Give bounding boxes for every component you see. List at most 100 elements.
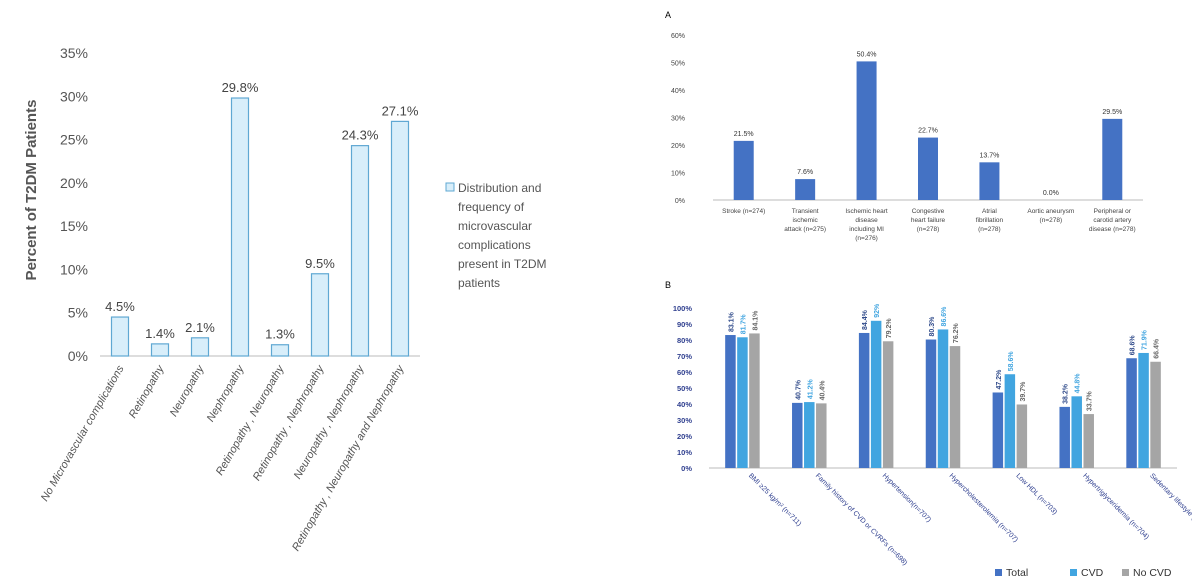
left-legend-line: patients: [458, 276, 500, 290]
left-y-tick: 20%: [60, 175, 88, 191]
chart-b-data-label: 86.6%: [941, 306, 948, 327]
chart-a-bar: [733, 140, 754, 200]
chart-a-y-tick: 0%: [675, 198, 685, 205]
chart-b-bar-total: [992, 392, 1004, 468]
chart-a-y-tick: 10%: [671, 171, 685, 178]
chart-b-y-ticks: 0% 10% 20% 30% 40% 50% 60% 70% 80% 90% 100%: [673, 304, 693, 473]
left-legend-swatch: [445, 182, 455, 192]
chart-a-data-label: 29.5%: [1102, 109, 1122, 116]
chart-b-bar-no-cvd: [1083, 414, 1094, 468]
left-x-label: Retinopathy: [127, 362, 167, 420]
chart-a-x-label: Aortic aneurysm: [1027, 208, 1074, 215]
chart-a-x-label: (n=278): [978, 226, 1001, 233]
chart-b-x-label: BMI ≥25 kg/m² (n=711): [747, 472, 802, 527]
left-bar: [350, 145, 370, 357]
chart-a-x-label: carotid artery: [1093, 217, 1132, 224]
left-bars: [110, 97, 410, 357]
chart-b-data-label: 41.2%: [807, 378, 814, 399]
chart-b-data-label: 76.2%: [953, 322, 960, 343]
left-x-label: Retinopathy , Nephropathy: [251, 362, 328, 483]
chart-b-x-label: Hypertension(n=707): [881, 472, 932, 523]
left-data-label: 9.5%: [305, 256, 335, 271]
chart-b-legend-swatch: [1070, 569, 1077, 576]
left-bar: [150, 343, 170, 357]
chart-b-y-tick: 50%: [677, 384, 692, 393]
chart-b-y-tick: 20%: [677, 432, 692, 441]
chart-b: B 0% 10% 20% 30% 40% 50% 60% 70% 80% 90% 100% 83.1…: [665, 280, 1192, 579]
chart-b-legend-swatch: [995, 569, 1002, 576]
chart-b-data-label: 84.1%: [752, 310, 759, 331]
chart-b-data-label: 92%: [874, 303, 881, 318]
chart-a-data-label: 21.5%: [734, 131, 754, 138]
left-data-labels: 4.5% 1.4% 2.1% 29.8% 1.3% 9.5% 24.3%27.1%: [105, 80, 419, 342]
chart-b-x-label: Low HDL (n=703): [1014, 472, 1058, 516]
chart-b-y-tick: 60%: [677, 368, 692, 377]
chart-b-bars: [725, 320, 1161, 468]
chart-a-x-label: Ischemic heart: [845, 208, 887, 215]
left-legend-line: microvascular: [458, 219, 532, 233]
left-y-tick: 15%: [60, 218, 88, 234]
chart-b-bar-cvd: [804, 402, 815, 468]
chart-a-y-tick: 20%: [671, 143, 685, 150]
chart-a-bar: [856, 61, 877, 201]
left-x-label: Nephropathy: [205, 362, 248, 424]
chart-a-data-label: 13.7%: [979, 152, 999, 159]
chart-b-bar-cvd: [1138, 352, 1149, 468]
chart-a-panel-label: A: [665, 10, 671, 20]
chart-b-data-label: 84.4%: [862, 309, 869, 330]
chart-left: 0% 5% 10% 15% 20% 25% 30% 35% 4.5% 1.4% 2.1% 29.8%…: [23, 45, 546, 553]
chart-b-legend-swatch: [1122, 569, 1129, 576]
chart-a-y-tick: 30%: [671, 116, 685, 123]
chart-a-x-label: Atrial: [982, 208, 997, 215]
left-data-label: 24.3%: [342, 128, 379, 143]
left-legend-line: Distribution and: [458, 181, 541, 195]
chart-b-y-tick: 90%: [677, 320, 692, 329]
chart-a-x-label: Congestive: [912, 208, 945, 215]
chart-b-panel-label: B: [665, 280, 671, 290]
left-bar: [230, 97, 250, 357]
left-data-label: 29.8%: [222, 80, 259, 95]
left-bar: [110, 316, 130, 357]
chart-a-y-tick: 40%: [671, 88, 685, 95]
chart-a-x-label: Stroke (n=274): [722, 208, 765, 215]
chart-b-bar-no-cvd: [1016, 404, 1028, 468]
chart-b-data-label: 71.9%: [1142, 329, 1149, 350]
left-x-label: No Microvascular complications: [39, 363, 127, 503]
chart-b-y-tick: 30%: [677, 416, 692, 425]
chart-b-data-label: 66.4%: [1154, 338, 1161, 359]
chart-a-x-label: heart failure: [911, 217, 946, 224]
left-data-label: 2.1%: [185, 320, 215, 335]
chart-b-data-label: 47.2%: [996, 369, 1003, 390]
chart-a-x-label: (n=278): [917, 226, 940, 233]
chart-a-data-label: 50.4%: [857, 51, 877, 58]
left-data-label: 1.3%: [265, 327, 295, 342]
left-y-tick: 5%: [68, 305, 88, 321]
chart-a-data-label: 0.0%: [1043, 190, 1059, 197]
chart-b-x-label: Sedentary lifestyle (n=701): [1148, 472, 1192, 536]
chart-a-x-label: fibrillation: [976, 217, 1004, 224]
chart-b-data-label: 39.7%: [1020, 381, 1027, 402]
chart-a-x-label: disease: [855, 217, 878, 224]
chart-b-bar-no-cvd: [749, 333, 760, 468]
chart-b-bar-cvd: [870, 320, 882, 468]
chart-a-x-label: including MI: [849, 226, 884, 233]
chart-a-data-labels: 21.5% 7.6% 50.4% 22.7% 13.7% 0.0% 29.5%: [734, 51, 1122, 197]
chart-b-data-label: 33.7%: [1087, 390, 1094, 411]
left-data-label: 1.4%: [145, 326, 175, 341]
chart-a-x-label: Transient: [792, 208, 819, 215]
chart-b-y-tick: 0%: [681, 464, 692, 473]
chart-b-data-label: 40.7%: [795, 379, 802, 400]
chart-b-bar-no-cvd: [882, 341, 894, 468]
left-x-label: Retinopathy , Neuropathy: [214, 362, 288, 477]
chart-b-data-label: 68.6%: [1130, 335, 1137, 356]
chart-b-data-label: 80.3%: [929, 316, 936, 337]
left-y-tick: 30%: [60, 88, 88, 104]
chart-b-data-labels: 83.1% 81.7% 84.1% 40.7% 41.2% 40.4% 84.4% 92% 79…: [728, 303, 1160, 411]
chart-b-bar-total: [925, 339, 937, 468]
chart-a-bar: [979, 162, 1000, 200]
chart-a-x-label: attack (n=275): [784, 226, 826, 233]
chart-b-data-label: 79.2%: [886, 318, 893, 339]
chart-b-data-label: 40.4%: [819, 380, 826, 401]
chart-b-legend-label: Total: [1006, 567, 1028, 579]
chart-a-y-ticks: 0% 10% 20% 30% 40% 50% 60%: [671, 33, 685, 205]
